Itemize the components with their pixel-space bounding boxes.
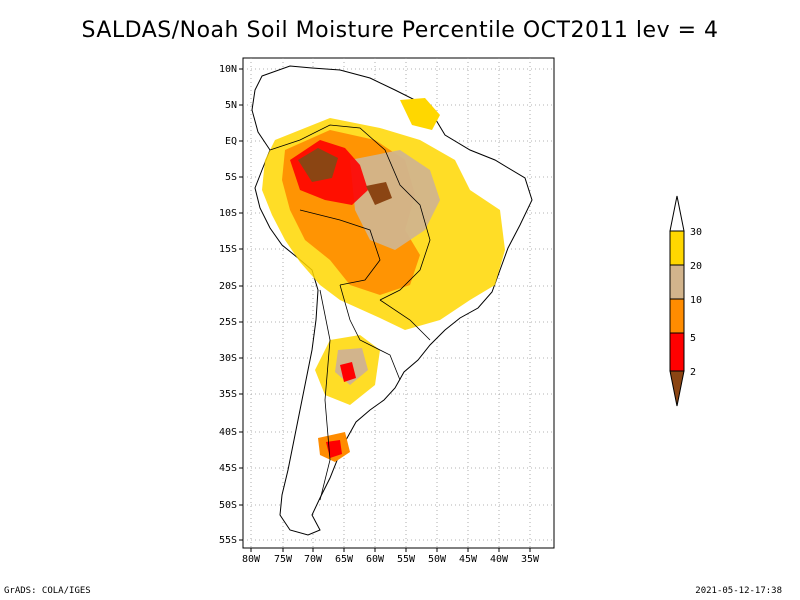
lat-label: 5S xyxy=(225,172,237,183)
country-borders xyxy=(269,124,431,501)
legend-triangle-top xyxy=(669,195,685,232)
lat-label: 40S xyxy=(219,427,237,438)
lon-label: 75W xyxy=(274,554,293,565)
lat-label: 35S xyxy=(219,389,237,400)
percentile-shading xyxy=(262,98,505,462)
lon-label: 50W xyxy=(428,554,447,565)
lat-label: 25S xyxy=(219,317,237,328)
lon-label: 40W xyxy=(490,554,509,565)
lon-label: 65W xyxy=(335,554,354,565)
legend-swatch-10-20 xyxy=(669,264,685,300)
shade-lt2-a xyxy=(298,148,338,182)
shade-2-5-b xyxy=(340,362,356,382)
lat-label: 20S xyxy=(219,281,237,292)
lon-label: 70W xyxy=(304,554,323,565)
shade-lt2-b xyxy=(366,182,392,205)
legend-label-20: 20 xyxy=(690,261,702,272)
lon-label: 55W xyxy=(397,554,416,565)
lat-label: 15S xyxy=(219,244,237,255)
lon-label: 80W xyxy=(242,554,261,565)
lat-label: 30S xyxy=(219,353,237,364)
footer-credit: GrADS: COLA/IGES xyxy=(4,586,91,596)
lon-label: 60W xyxy=(366,554,385,565)
legend-label-10: 10 xyxy=(690,295,702,306)
shade-2-5-c xyxy=(326,440,342,458)
latitude-ticks: 10N 5N EQ 5S 10S 15S 20S 25S 30S 35S 40S 45S 50S 55S xyxy=(219,64,243,546)
footer-timestamp: 2021-05-12-17:38 xyxy=(695,586,782,596)
lat-label: EQ xyxy=(225,136,237,147)
lat-label: 55S xyxy=(219,535,237,546)
lat-label: 10N xyxy=(219,64,237,75)
shade-10-20-a xyxy=(350,150,440,250)
legend-swatch-20-30 xyxy=(669,230,685,266)
map-title: SALDAS/Noah Soil Moisture Percentile OCT… xyxy=(81,18,719,43)
legend-label-30: 30 xyxy=(690,227,702,238)
lon-label: 45W xyxy=(459,554,478,565)
lat-label: 50S xyxy=(219,500,237,511)
lat-label: 45S xyxy=(219,463,237,474)
lat-label: 5N xyxy=(225,100,237,111)
legend-colorbar: 30 20 10 5 2 xyxy=(669,195,702,407)
legend-label-5: 5 xyxy=(690,333,696,344)
shade-20-30-b xyxy=(400,98,440,130)
longitude-ticks: 80W 75W 70W 65W 60W 55W 50W 45W 40W 35W xyxy=(242,548,540,565)
lat-label: 10S xyxy=(219,208,237,219)
legend-swatch-2-5 xyxy=(669,332,685,372)
legend-swatch-5-10 xyxy=(669,298,685,334)
lon-label: 35W xyxy=(521,554,540,565)
legend-triangle-bottom xyxy=(669,370,685,407)
legend-label-2: 2 xyxy=(690,367,696,378)
